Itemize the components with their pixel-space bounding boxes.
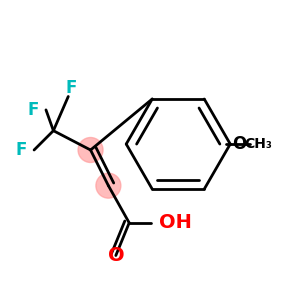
Text: F: F [27,101,38,119]
Text: O: O [232,135,246,153]
Text: CH₃: CH₃ [244,137,272,151]
Circle shape [78,137,103,163]
Text: OH: OH [159,213,192,232]
Circle shape [96,173,121,198]
Text: O: O [107,246,124,265]
Text: F: F [65,79,77,97]
Text: F: F [15,141,27,159]
